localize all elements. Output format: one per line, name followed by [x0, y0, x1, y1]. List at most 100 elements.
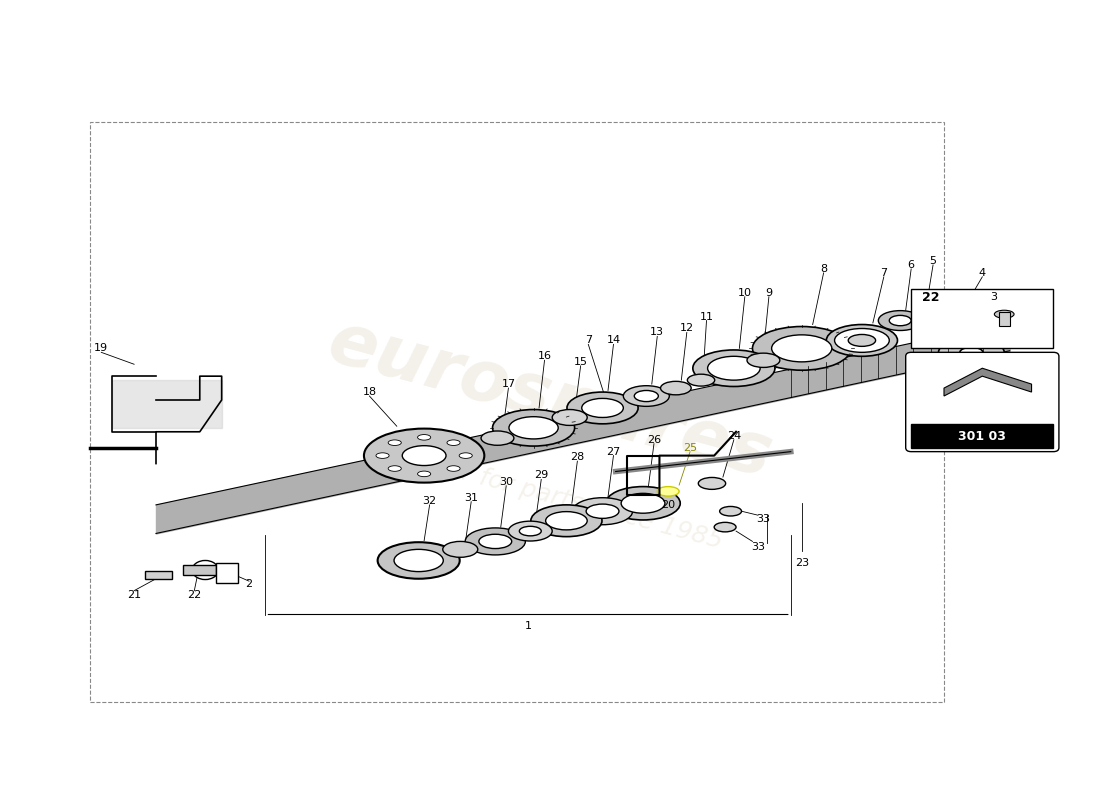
Bar: [184, 566, 217, 574]
Ellipse shape: [660, 382, 691, 395]
Ellipse shape: [481, 431, 514, 446]
Ellipse shape: [459, 453, 472, 458]
Text: 28: 28: [570, 452, 584, 462]
Ellipse shape: [586, 504, 619, 518]
Text: 11: 11: [700, 311, 714, 322]
Ellipse shape: [752, 326, 851, 370]
Text: 25: 25: [683, 442, 697, 453]
Text: 20: 20: [661, 500, 675, 510]
Ellipse shape: [658, 486, 679, 496]
Text: 10: 10: [738, 288, 751, 298]
Text: 7: 7: [585, 335, 592, 346]
Ellipse shape: [388, 440, 401, 446]
Ellipse shape: [447, 440, 460, 446]
Ellipse shape: [835, 329, 889, 352]
Text: 12: 12: [680, 323, 694, 334]
Ellipse shape: [826, 325, 898, 356]
Polygon shape: [112, 380, 222, 428]
Text: 15: 15: [573, 357, 587, 367]
Ellipse shape: [552, 410, 587, 426]
Bar: [911, 424, 1054, 448]
Text: 1: 1: [525, 622, 531, 631]
Ellipse shape: [566, 392, 638, 424]
Polygon shape: [944, 368, 1032, 396]
Text: 7: 7: [880, 268, 888, 278]
Ellipse shape: [848, 334, 876, 346]
Ellipse shape: [635, 390, 658, 402]
Ellipse shape: [418, 471, 431, 477]
Ellipse shape: [442, 542, 477, 558]
Bar: [217, 563, 238, 582]
Text: 2: 2: [245, 579, 253, 590]
Ellipse shape: [418, 434, 431, 440]
Ellipse shape: [478, 534, 512, 549]
Ellipse shape: [447, 466, 460, 471]
Text: 24: 24: [727, 430, 741, 441]
Ellipse shape: [698, 478, 726, 490]
Text: eurospares: eurospares: [320, 307, 780, 493]
Ellipse shape: [916, 300, 938, 310]
Ellipse shape: [493, 410, 574, 446]
Ellipse shape: [509, 417, 558, 439]
Ellipse shape: [707, 356, 760, 380]
Ellipse shape: [714, 522, 736, 532]
Bar: [145, 571, 173, 578]
Text: 23: 23: [794, 558, 808, 568]
Ellipse shape: [546, 512, 587, 530]
Text: 6: 6: [908, 260, 915, 270]
Ellipse shape: [889, 315, 911, 326]
Text: 13: 13: [650, 327, 664, 338]
Ellipse shape: [688, 374, 715, 386]
Ellipse shape: [582, 398, 624, 418]
Text: 14: 14: [606, 335, 620, 346]
Text: 22: 22: [187, 590, 201, 600]
Text: 30: 30: [499, 477, 514, 487]
Ellipse shape: [621, 494, 664, 514]
Text: 22: 22: [922, 290, 939, 304]
Ellipse shape: [572, 498, 632, 525]
Ellipse shape: [747, 353, 780, 367]
Text: 27: 27: [606, 446, 620, 457]
Ellipse shape: [519, 526, 541, 536]
Text: 18: 18: [362, 387, 376, 397]
Text: 9: 9: [766, 288, 772, 298]
Text: 29: 29: [535, 470, 549, 481]
Text: 8: 8: [820, 264, 827, 274]
Text: 26: 26: [647, 434, 661, 445]
Ellipse shape: [624, 386, 669, 406]
Bar: [999, 312, 1010, 326]
Text: 33: 33: [751, 542, 764, 552]
Ellipse shape: [403, 446, 446, 466]
Ellipse shape: [465, 528, 526, 555]
Text: 17: 17: [502, 379, 516, 389]
Ellipse shape: [394, 550, 443, 571]
Ellipse shape: [388, 466, 401, 471]
Bar: [90, 122, 944, 702]
Ellipse shape: [878, 310, 922, 330]
Text: 3: 3: [990, 292, 997, 302]
Ellipse shape: [938, 338, 1004, 366]
Ellipse shape: [606, 486, 680, 520]
Ellipse shape: [508, 521, 552, 541]
Ellipse shape: [376, 453, 389, 458]
Ellipse shape: [364, 429, 484, 482]
FancyBboxPatch shape: [905, 352, 1059, 452]
Text: 5: 5: [930, 256, 936, 266]
Text: 301 03: 301 03: [958, 430, 1007, 443]
Text: a motor for parts since 1985: a motor for parts since 1985: [374, 438, 726, 553]
Ellipse shape: [994, 310, 1014, 318]
Ellipse shape: [531, 505, 602, 537]
Text: 16: 16: [538, 351, 551, 362]
Ellipse shape: [719, 506, 741, 516]
Ellipse shape: [693, 350, 774, 386]
Text: 4: 4: [979, 268, 986, 278]
Text: 31: 31: [464, 493, 478, 502]
Ellipse shape: [377, 542, 460, 578]
Circle shape: [192, 561, 219, 579]
Text: 33: 33: [757, 514, 770, 524]
Ellipse shape: [771, 335, 832, 362]
Text: 19: 19: [95, 343, 108, 354]
FancyBboxPatch shape: [911, 289, 1054, 348]
Ellipse shape: [947, 314, 975, 326]
Ellipse shape: [960, 347, 983, 358]
